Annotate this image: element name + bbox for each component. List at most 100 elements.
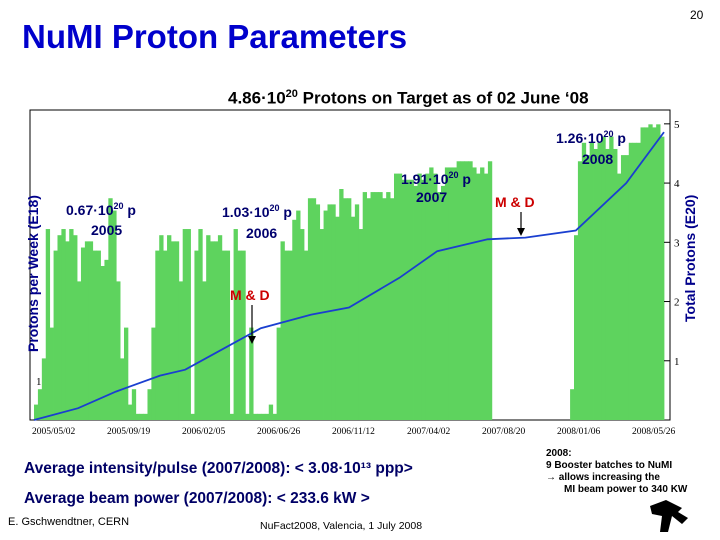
- weekly-bar: [147, 389, 152, 420]
- weekly-bar: [327, 204, 332, 420]
- weekly-bar: [620, 155, 626, 420]
- weekly-bar: [405, 179, 411, 420]
- weekly-bar: [440, 185, 446, 420]
- weekly-bar: [131, 389, 137, 420]
- weekly-bar: [628, 142, 634, 421]
- weekly-bar: [644, 127, 649, 421]
- right-tick-label: 2: [674, 297, 680, 309]
- weekly-bar: [217, 235, 223, 420]
- weekly-bar: [437, 192, 442, 420]
- weekly-bar: [112, 210, 117, 420]
- weekly-bar: [190, 413, 195, 420]
- y-axis-left-label: Protons per Week (E18): [25, 195, 41, 352]
- weekly-bar: [343, 198, 348, 420]
- x-axis-ticks: 2005/05/02 2005/09/19 2006/02/05 2006/06/26…: [32, 427, 676, 437]
- x-tick-label: 2005/09/19: [107, 427, 151, 437]
- weekly-bar: [307, 198, 313, 420]
- weekly-bar: [45, 229, 51, 420]
- weekly-bar: [425, 173, 430, 420]
- x-tick-label: 2008/05/26: [632, 427, 676, 437]
- weekly-bar: [585, 155, 591, 420]
- weekly-bar: [444, 167, 450, 420]
- weekly-bar: [37, 389, 43, 420]
- weekly-bar: [300, 229, 305, 420]
- weekly-bar: [390, 198, 395, 420]
- weekly-bar: [77, 281, 82, 420]
- weekly-bar: [433, 173, 438, 420]
- right-tick-label: 5: [674, 119, 680, 131]
- weekly-bar: [335, 216, 340, 420]
- weekly-bar: [88, 241, 94, 420]
- weekly-bar: [280, 241, 285, 420]
- weekly-bar: [116, 281, 121, 420]
- weekly-bar: [609, 136, 614, 420]
- md-arrowhead-2: [517, 228, 525, 236]
- weekly-bar: [284, 250, 289, 420]
- weekly-bar: [577, 161, 583, 420]
- weekly-bar: [53, 250, 58, 420]
- weekly-bar: [304, 250, 309, 420]
- x-tick-label: 2005/05/02: [32, 427, 76, 437]
- note-2008: 2008: 9 Booster batches to NuMI → allows…: [546, 448, 687, 496]
- weekly-bar: [159, 235, 164, 420]
- weekly-bar: [65, 241, 70, 420]
- weekly-bar: [296, 210, 301, 420]
- slide-title: NuMI Proton Parameters: [22, 18, 408, 55]
- annotation-2007-year: 2007: [416, 189, 447, 205]
- weekly-bar: [394, 173, 399, 420]
- x-tick-label: 2008/01/06: [557, 427, 601, 437]
- weekly-bar: [593, 148, 598, 420]
- md-label-1: M & D: [230, 287, 270, 303]
- page-number: 20: [690, 8, 704, 22]
- chart-headline: 4.86·1020 Protons on Target as of 02 Jun…: [228, 88, 589, 109]
- weekly-bar: [358, 229, 364, 420]
- weekly-bar: [386, 192, 391, 420]
- annotation-2005: 0.67·1020 p: [66, 201, 136, 218]
- weekly-bar: [264, 413, 270, 420]
- note-2008-line2: → allows increasing the: [546, 472, 660, 483]
- weekly-bar: [382, 198, 387, 420]
- weekly-bar: [151, 327, 156, 420]
- weekly-bar: [468, 161, 473, 420]
- weekly-bar: [374, 192, 379, 420]
- weekly-bar: [417, 173, 422, 420]
- weekly-bar: [135, 413, 141, 420]
- average-power-text: Average beam power (2007/2008): < 233.6 …: [24, 490, 370, 507]
- weekly-bar: [397, 173, 403, 420]
- weekly-bar: [100, 266, 105, 420]
- weekly-bar: [108, 198, 113, 420]
- md-label-2: M & D: [495, 194, 535, 210]
- weekly-bar: [41, 358, 47, 420]
- conference-credit: NuFact2008, Valencia, 1 July 2008: [260, 520, 423, 532]
- y-left-tick-label: 1: [36, 376, 42, 388]
- weekly-bar: [319, 229, 324, 420]
- weekly-bar: [401, 179, 407, 420]
- headline-exponent: 20: [285, 88, 298, 100]
- weekly-bar: [624, 155, 630, 420]
- weekly-bar: [214, 241, 219, 420]
- annotation-2008: 1.26·1020 p: [556, 129, 626, 146]
- cern-logo-icon: [650, 500, 688, 532]
- weekly-bar: [69, 229, 74, 420]
- weekly-bar: [225, 250, 231, 420]
- weekly-bar: [233, 229, 238, 420]
- weekly-bar: [480, 167, 485, 420]
- weekly-bar: [472, 167, 477, 420]
- weekly-bar: [574, 235, 579, 420]
- weekly-bar: [362, 192, 368, 420]
- weekly-bar: [350, 216, 356, 420]
- weekly-bar: [229, 413, 234, 420]
- md-arrowhead-1: [248, 336, 256, 344]
- weekly-bar: [656, 124, 661, 420]
- headline-base: 4.86·10: [228, 88, 286, 108]
- annotation-2005-year: 2005: [91, 222, 122, 238]
- weekly-bar: [143, 413, 148, 420]
- weekly-bar: [370, 192, 375, 420]
- weekly-bar: [652, 127, 657, 421]
- weekly-bar: [245, 413, 250, 420]
- weekly-bar: [268, 404, 274, 420]
- weekly-bar: [84, 241, 90, 420]
- weekly-bar: [104, 259, 109, 420]
- weekly-bar: [206, 235, 211, 420]
- annotation-2006: 1.03·1020 p: [222, 203, 292, 220]
